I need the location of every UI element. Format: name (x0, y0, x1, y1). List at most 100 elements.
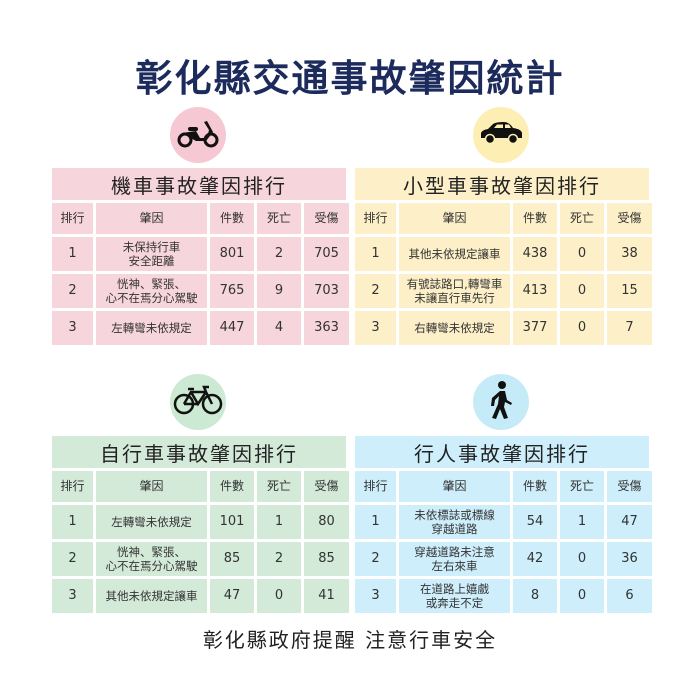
cell-injuries: 705 (304, 237, 349, 271)
column-header: 排行 (355, 471, 396, 502)
column-header: 件數 (513, 203, 557, 234)
cell-count: 42 (513, 542, 557, 576)
cell-injuries: 703 (304, 274, 349, 308)
bicycle-table-title: 自行車事故肇因排行 (52, 436, 346, 468)
page-title: 彰化縣交通事故肇因統計 (135, 57, 565, 100)
motorcycle-icon (176, 118, 220, 152)
cell-deaths: 1 (560, 505, 604, 539)
cell-deaths: 2 (257, 542, 301, 576)
cell-injuries: 47 (607, 505, 652, 539)
car-table-title: 小型車事故肇因排行 (355, 168, 649, 200)
cell-deaths: 4 (257, 311, 301, 345)
motorcycle-table: 機車事故肇因排行 排行 肇因 件數 死亡 受傷 1 未保持行車 安全距離 801 2 705 2 恍神、… (52, 168, 349, 345)
cell-rank: 1 (355, 505, 396, 539)
column-header: 受傷 (304, 471, 349, 502)
cell-rank: 1 (52, 237, 93, 271)
cell-deaths: 0 (257, 579, 301, 613)
table-header-row: 排行 肇因 件數 死亡 受傷 (52, 471, 349, 502)
pedestrian-table: 行人事故肇因排行 排行 肇因 件數 死亡 受傷 1 未依標誌或標線 穿越道路 54 1 47 2 穿越道… (355, 436, 652, 613)
column-header: 受傷 (607, 471, 652, 502)
table-header-row: 排行 肇因 件數 死亡 受傷 (52, 203, 349, 234)
cell-cause: 左轉彎未依規定 (96, 311, 207, 345)
cell-rank: 2 (355, 542, 396, 576)
cell-cause: 左轉彎未依規定 (96, 505, 207, 539)
column-header: 肇因 (399, 203, 510, 234)
cell-deaths: 0 (560, 274, 604, 308)
car-icon (478, 120, 524, 150)
cell-count: 447 (210, 311, 254, 345)
cell-rank: 2 (355, 274, 396, 308)
cell-injuries: 85 (304, 542, 349, 576)
cell-count: 47 (210, 579, 254, 613)
table-row: 1 左轉彎未依規定 101 1 80 (52, 505, 349, 539)
cell-count: 413 (513, 274, 557, 308)
column-header: 受傷 (304, 203, 349, 234)
column-header: 死亡 (257, 471, 301, 502)
cell-deaths: 9 (257, 274, 301, 308)
cell-count: 801 (210, 237, 254, 271)
column-header: 死亡 (560, 203, 604, 234)
cell-rank: 2 (52, 542, 93, 576)
cell-injuries: 80 (304, 505, 349, 539)
cell-deaths: 0 (560, 311, 604, 345)
cell-cause: 未保持行車 安全距離 (96, 237, 207, 271)
cell-count: 438 (513, 237, 557, 271)
cell-injuries: 38 (607, 237, 652, 271)
cell-cause: 恍神、緊張、 心不在焉分心駕駛 (96, 542, 207, 576)
table-header-row: 排行 肇因 件數 死亡 受傷 (355, 471, 652, 502)
cell-deaths: 0 (560, 237, 604, 271)
cell-cause: 在道路上嬉戲 或奔走不定 (399, 579, 510, 613)
motorcycle-icon-circle (170, 107, 226, 163)
column-header: 件數 (210, 471, 254, 502)
column-header: 肇因 (399, 471, 510, 502)
car-icon-circle (473, 107, 529, 163)
cell-injuries: 363 (304, 311, 349, 345)
cell-rank: 3 (52, 311, 93, 345)
cell-deaths: 1 (257, 505, 301, 539)
footer-reminder: 彰化縣政府提醒 注意行車安全 (202, 628, 498, 652)
cell-cause: 恍神、緊張、 心不在焉分心駕駛 (96, 274, 207, 308)
table-row: 1 未保持行車 安全距離 801 2 705 (52, 237, 349, 271)
column-header: 件數 (210, 203, 254, 234)
table-row: 3 右轉彎未依規定 377 0 7 (355, 311, 652, 345)
cell-deaths: 0 (560, 579, 604, 613)
cell-cause: 其他未依規定讓車 (96, 579, 207, 613)
bicycle-table: 自行車事故肇因排行 排行 肇因 件數 死亡 受傷 1 左轉彎未依規定 101 1 80 2 恍神、緊張、… (52, 436, 349, 613)
column-header: 排行 (52, 203, 93, 234)
table-row: 3 左轉彎未依規定 447 4 363 (52, 311, 349, 345)
cell-injuries: 6 (607, 579, 652, 613)
cell-count: 8 (513, 579, 557, 613)
cell-rank: 1 (52, 505, 93, 539)
column-header: 死亡 (257, 203, 301, 234)
column-header: 肇因 (96, 471, 207, 502)
table-row: 2 恍神、緊張、 心不在焉分心駕駛 85 2 85 (52, 542, 349, 576)
cell-injuries: 15 (607, 274, 652, 308)
column-header: 肇因 (96, 203, 207, 234)
column-header: 排行 (355, 203, 396, 234)
table-row: 3 其他未依規定讓車 47 0 41 (52, 579, 349, 613)
cell-injuries: 41 (304, 579, 349, 613)
cell-injuries: 36 (607, 542, 652, 576)
cell-rank: 3 (355, 311, 396, 345)
cell-cause: 未依標誌或標線 穿越道路 (399, 505, 510, 539)
car-table: 小型車事故肇因排行 排行 肇因 件數 死亡 受傷 1 其他未依規定讓車 438 0 38 2 有號誌路口… (355, 168, 652, 345)
column-header: 死亡 (560, 471, 604, 502)
bicycle-icon (173, 384, 223, 420)
cell-count: 765 (210, 274, 254, 308)
table-row: 2 穿越道路未注意 左右來車 42 0 36 (355, 542, 652, 576)
column-header: 件數 (513, 471, 557, 502)
bicycle-icon-circle (170, 374, 226, 430)
cell-count: 54 (513, 505, 557, 539)
cell-deaths: 0 (560, 542, 604, 576)
table-row: 2 有號誌路口,轉彎車 未讓直行車先行 413 0 15 (355, 274, 652, 308)
table-row: 1 未依標誌或標線 穿越道路 54 1 47 (355, 505, 652, 539)
column-header: 受傷 (607, 203, 652, 234)
cell-cause: 有號誌路口,轉彎車 未讓直行車先行 (399, 274, 510, 308)
table-header-row: 排行 肇因 件數 死亡 受傷 (355, 203, 652, 234)
motorcycle-table-title: 機車事故肇因排行 (52, 168, 346, 200)
cell-deaths: 2 (257, 237, 301, 271)
cell-count: 85 (210, 542, 254, 576)
table-row: 2 恍神、緊張、 心不在焉分心駕駛 765 9 703 (52, 274, 349, 308)
cell-rank: 3 (355, 579, 396, 613)
pedestrian-icon (486, 380, 516, 424)
